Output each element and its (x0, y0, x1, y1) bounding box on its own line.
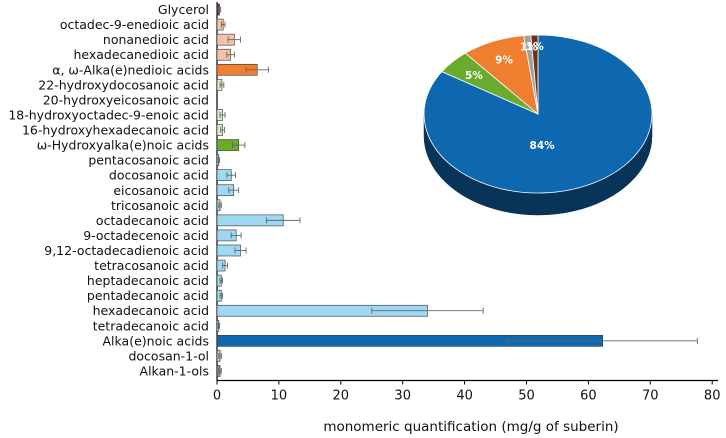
pie-chart: 84% 5% 9% 1%1% (423, 34, 653, 216)
category-label: tetradecanoic acid (93, 318, 209, 333)
category-label: tricosanoic acid (111, 198, 209, 213)
error-bar (227, 36, 241, 43)
x-tick-label: 0 (213, 389, 221, 404)
category-label: 18-hydroxyoctadec-9-enoic acid (8, 107, 209, 122)
error-bar (226, 51, 235, 58)
pie-slice (530, 34, 539, 115)
category-label: 9,12-octadecadienoic acid (44, 243, 209, 258)
error-bar (371, 307, 484, 314)
error-bar (219, 277, 224, 284)
x-tick-label: 30 (394, 389, 411, 404)
category-label: docosanoic acid (109, 168, 209, 183)
x-axis-title: monomeric quantification (mg/g of suberi… (323, 419, 618, 435)
category-label: ω-Hydroxyalka(e)noic acids (37, 138, 209, 153)
x-tick-label: 80 (704, 389, 721, 404)
category-label: 9-octadecenoic acid (83, 228, 209, 243)
x-tick-label: 70 (642, 389, 659, 404)
category-label: heptadecanoic acid (87, 273, 209, 288)
category-label: 20-hydroxyeicosanoic acid (43, 92, 209, 107)
category-label: octadecanoic acid (96, 213, 209, 228)
category-label: octadec-9-enedioic acid (60, 17, 209, 32)
error-bar (232, 142, 246, 149)
error-bar (234, 247, 247, 254)
error-bar (217, 6, 222, 13)
error-bar (219, 111, 226, 118)
error-bar (218, 367, 222, 374)
category-label: hexadecanoic acid (93, 303, 209, 318)
x-tick-label: 10 (271, 389, 288, 404)
category-label: Alkan-1-ols (140, 363, 209, 378)
error-bar (230, 232, 242, 239)
error-bar (220, 21, 226, 28)
error-bar (219, 292, 224, 299)
error-bar (219, 81, 225, 88)
category-label: nonanedioic acid (103, 32, 209, 47)
x-tick-label: 50 (518, 389, 535, 404)
category-label: docosan-1-ol (128, 348, 209, 363)
bar-chart: 0 10 20 30 40 50 60 70 80 Glyceroloctadec-9-enedi… (8, 2, 720, 404)
category-label: pentacosanoic acid (88, 153, 209, 168)
category-label: 16-hydroxyhexadecanoic acid (22, 123, 209, 138)
category-label: hexadecanedioic acid (73, 47, 209, 62)
category-label: 22-hydroxydocosanoic acid (38, 77, 209, 92)
error-bar (220, 127, 225, 134)
error-bar (245, 66, 269, 73)
category-label: eicosanoic acid (113, 183, 209, 198)
pie-slice-label: 1% (520, 41, 538, 53)
error-bar (266, 217, 301, 224)
error-bar (218, 202, 222, 209)
error-bar (226, 172, 237, 179)
category-label: pentadecanoic acid (87, 288, 209, 303)
category-label: Glycerol (158, 2, 209, 17)
x-tick-label: 20 (333, 389, 350, 404)
pie-slice-label: 1% (526, 41, 544, 53)
x-tick-label: 40 (456, 389, 473, 404)
error-bar (507, 337, 698, 344)
category-label: Alka(e)noic acids (103, 333, 210, 348)
error-bar (217, 157, 220, 164)
error-bar (218, 352, 222, 359)
pie-slice-label: 5% (465, 70, 483, 82)
x-tick-label: 60 (580, 389, 597, 404)
category-label: tetracosanoic acid (94, 258, 209, 273)
pie-slice-label: 9% (495, 55, 513, 67)
pie-slice-label: 84% (530, 140, 556, 152)
category-label: α, ω-Alka(e)nedioic acids (52, 62, 209, 77)
error-bar (217, 322, 220, 329)
error-bar (222, 262, 228, 269)
error-bar (228, 187, 240, 194)
